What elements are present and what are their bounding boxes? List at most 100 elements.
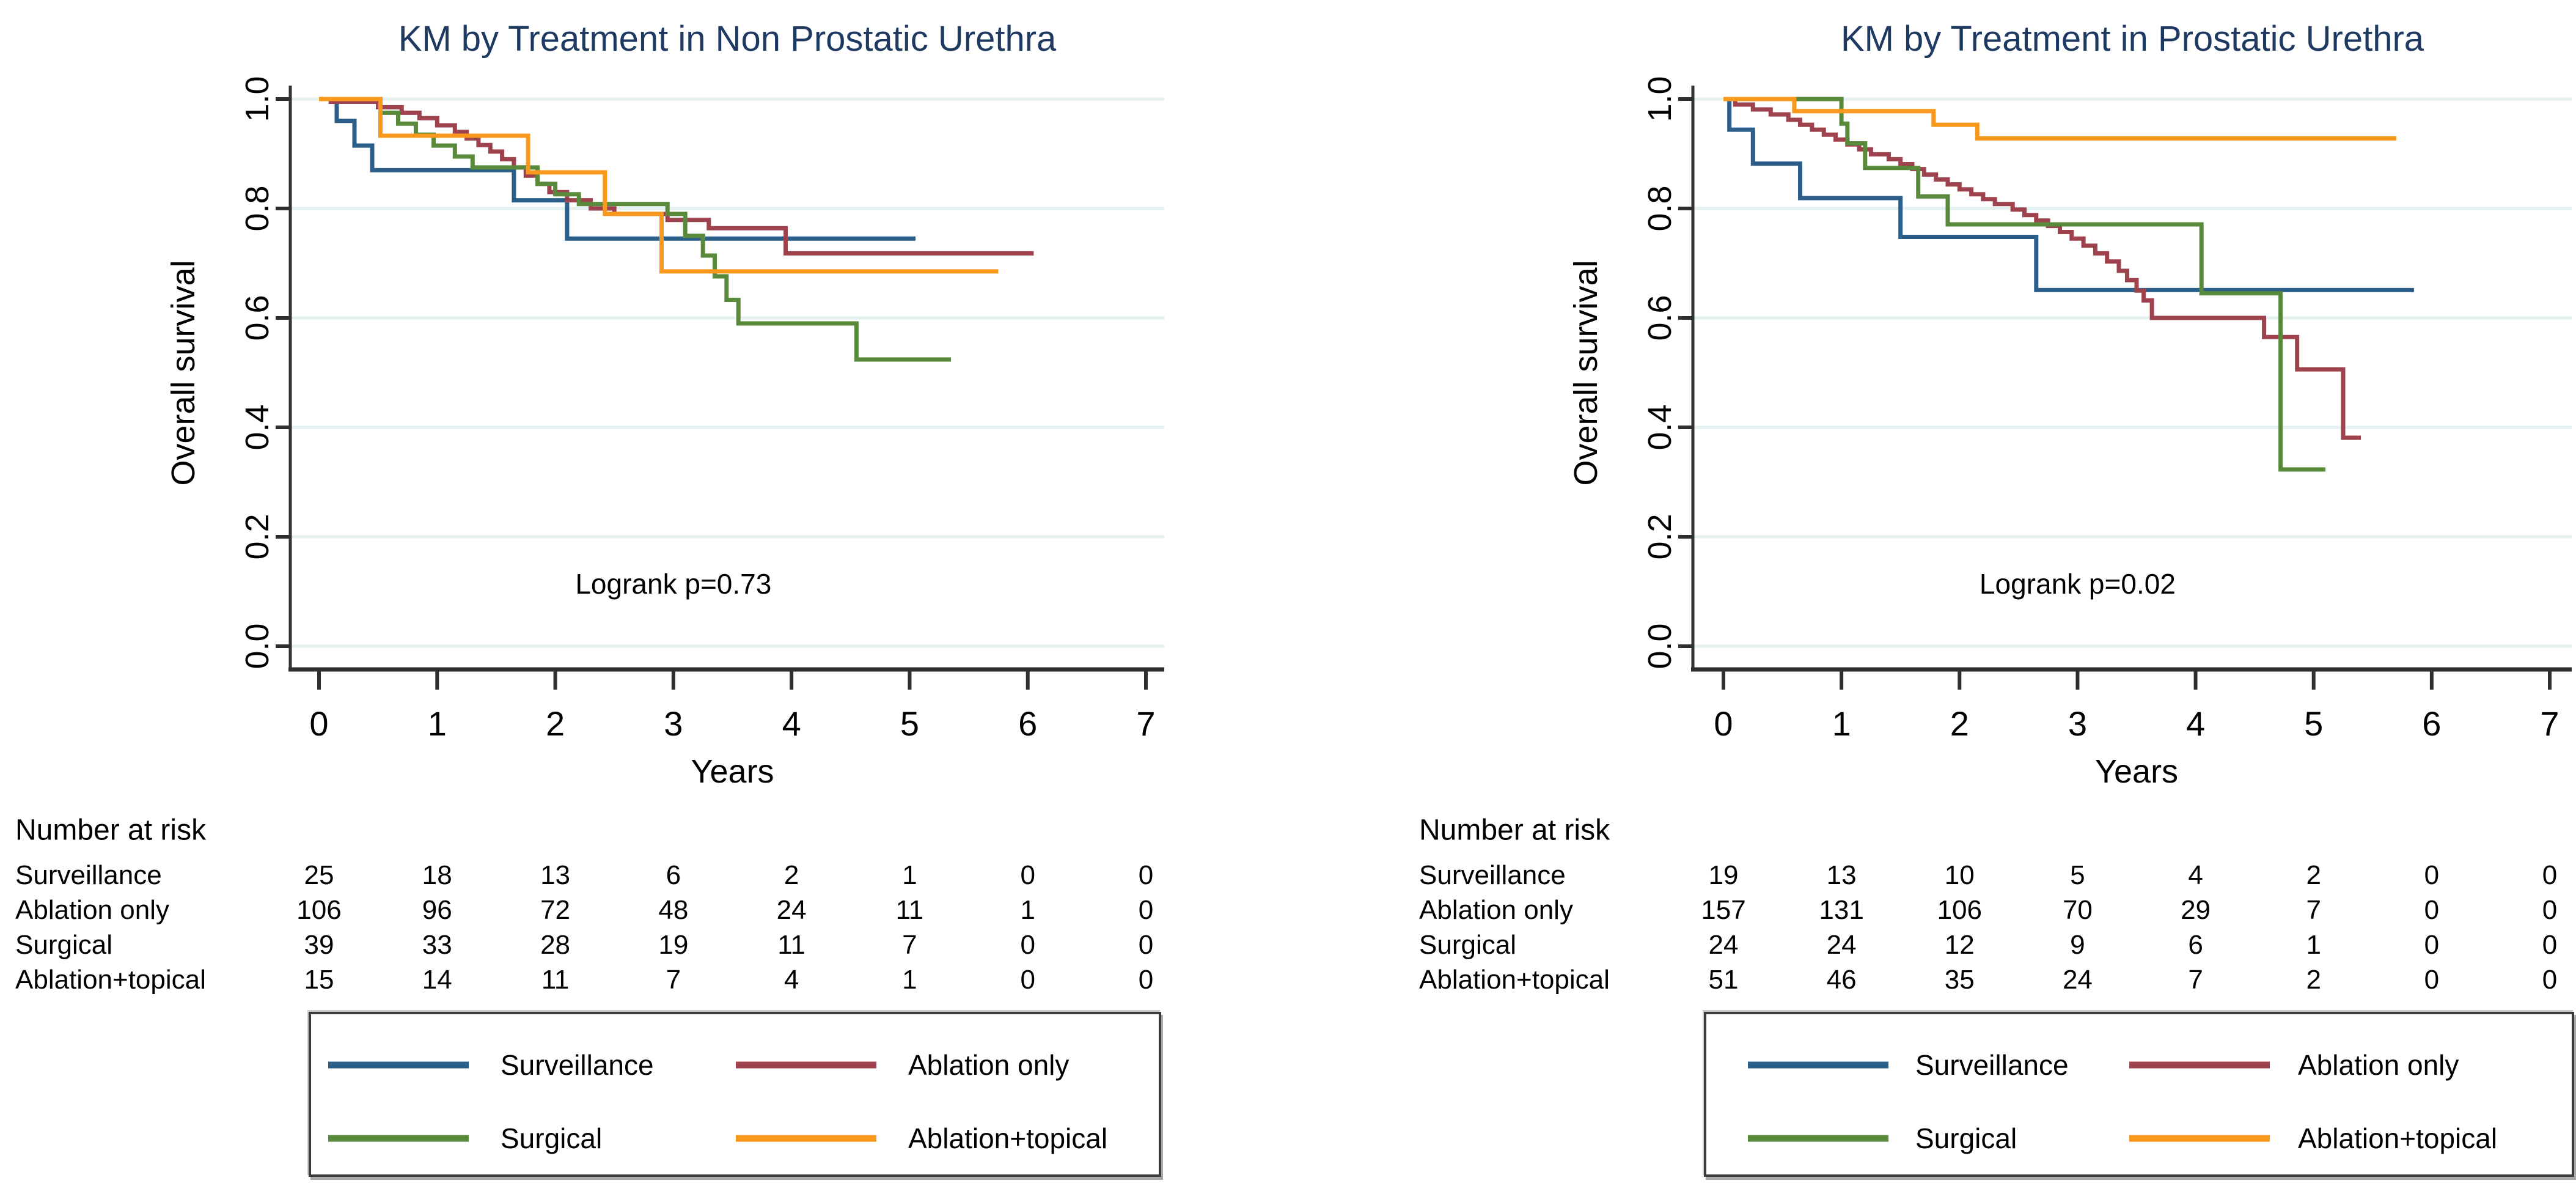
risk-count: 25 [304, 860, 334, 890]
x-tick-label: 4 [2186, 704, 2205, 743]
x-tick-label: 6 [1018, 704, 1037, 743]
risk-row-label-ablation-only: Ablation only [1419, 895, 1573, 925]
x-tick-label: 5 [900, 704, 919, 743]
risk-row-label-surveillance: Surveillance [15, 860, 162, 890]
risk-row-label-ablation-topical: Ablation+topical [15, 965, 206, 995]
risk-count: 0 [2542, 895, 2558, 925]
panel-prostatic: 0.0 0.2 0.4 0.6 0.8 1.0 0 1 2 3 4 5 6 7 KM by Treatme… [1288, 0, 2576, 1183]
panel-non-prostatic: 0.0 0.2 0.4 0.6 0.8 1.0 0 1 2 3 4 5 6 7 KM by Treatme… [15, 19, 1164, 1177]
chart-title: KM by Treatment in Non Prostatic Urethra [398, 19, 1057, 59]
legend-label-ablation-only: Ablation only [2298, 1049, 2459, 1081]
y-tick-label: 0.0 [239, 623, 276, 669]
risk-count: 0 [1138, 860, 1154, 890]
legend-swatch-surgical [1748, 1135, 1888, 1142]
risk-count: 106 [1937, 895, 1982, 925]
risk-count: 10 [1944, 860, 1975, 890]
risk-count: 5 [2070, 860, 2085, 890]
risk-row-label-ablation-only: Ablation only [15, 895, 169, 925]
risk-count: 0 [2542, 860, 2558, 890]
x-axis-label: Years [2094, 753, 2179, 790]
risk-count: 72 [540, 895, 571, 925]
risk-row-label-ablation-topical: Ablation+topical [1419, 965, 1610, 995]
risk-count: 35 [1944, 965, 1975, 995]
risk-count: 48 [658, 895, 689, 925]
risk-table-header: Number at risk [15, 814, 207, 847]
y-axis-label: Overall survival [165, 259, 202, 486]
risk-count: 1 [1020, 895, 1035, 925]
risk-count: 39 [304, 930, 334, 960]
risk-count: 0 [1020, 860, 1035, 890]
risk-count: 0 [2542, 930, 2558, 960]
y-tick-label: 0.4 [239, 404, 276, 450]
risk-count: 13 [540, 860, 571, 890]
x-tick-label: 1 [1832, 704, 1851, 743]
risk-count: 0 [1020, 930, 1035, 960]
legend-box: Surveillance Ablation only Surgical Abla… [1704, 1012, 2574, 1177]
x-tick-label: 7 [2540, 704, 2559, 743]
x-tick-label: 2 [546, 704, 565, 743]
risk-count: 1 [902, 965, 917, 995]
risk-count: 46 [1826, 965, 1857, 995]
risk-count: 15 [304, 965, 334, 995]
km-curve-surveillance [319, 97, 916, 241]
risk-count: 29 [2181, 895, 2211, 925]
risk-row-label-surveillance: Surveillance [1419, 860, 1566, 890]
risk-count: 1 [2306, 930, 2321, 960]
risk-count: 24 [776, 895, 807, 925]
y-tick-label: 1.0 [239, 76, 276, 122]
risk-count: 7 [2306, 895, 2321, 925]
x-tick-label: 4 [782, 704, 801, 743]
risk-count: 2 [2306, 860, 2321, 890]
risk-count: 96 [422, 895, 452, 925]
risk-count: 7 [666, 965, 681, 995]
x-axis-label: Years [691, 753, 774, 790]
y-tick-label: 0.2 [239, 514, 276, 559]
km-plot-non-prostatic: 0.0 0.2 0.4 0.6 0.8 1.0 0 1 2 3 4 5 6 7 [239, 76, 1164, 743]
risk-count: 7 [902, 930, 917, 960]
risk-count: 33 [422, 930, 452, 960]
x-tick-label: 2 [1950, 704, 1969, 743]
risk-count: 106 [296, 895, 342, 925]
risk-count: 0 [2424, 860, 2440, 890]
legend-box: Surveillance Ablation only Surgical Abla… [309, 1012, 1161, 1177]
risk-count: 0 [2424, 895, 2440, 925]
risk-count: 9 [2070, 930, 2085, 960]
km-curve-ablation-only [1723, 97, 2361, 440]
risk-count: 1 [902, 860, 917, 890]
risk-count: 13 [1826, 860, 1857, 890]
risk-count: 2 [783, 860, 799, 890]
legend-swatch-surveillance [328, 1061, 469, 1069]
x-tick-label: 0 [1714, 704, 1733, 743]
risk-count: 18 [422, 860, 452, 890]
x-tick-label: 0 [309, 704, 328, 743]
legend-swatch-ablation-only [2129, 1061, 2270, 1069]
risk-count: 24 [1708, 930, 1739, 960]
logrank-annotation: Logrank p=0.02 [1979, 568, 2176, 600]
risk-count: 0 [2424, 965, 2440, 995]
risk-count: 0 [2542, 965, 2558, 995]
km-plot-prostatic: 0.0 0.2 0.4 0.6 0.8 1.0 0 1 2 3 4 5 6 7 [1642, 76, 2572, 743]
x-tick-label: 3 [2068, 704, 2087, 743]
x-tick-label: 7 [1136, 704, 1155, 743]
x-tick-label: 1 [428, 704, 447, 743]
risk-count: 7 [2188, 965, 2203, 995]
risk-count: 11 [541, 965, 570, 995]
legend-label-ablation-topical: Ablation+topical [2298, 1122, 2498, 1154]
x-tick-label: 5 [2304, 704, 2323, 743]
risk-count: 0 [1138, 895, 1154, 925]
risk-count: 24 [2062, 965, 2093, 995]
y-tick-label: 1.0 [1642, 76, 1678, 122]
chart-title: KM by Treatment in Prostatic Urethra [1840, 19, 2424, 59]
risk-row-label-surgical: Surgical [1419, 930, 1516, 960]
legend-label-surveillance: Surveillance [1915, 1049, 2069, 1081]
km-curve-surveillance [1723, 97, 2414, 292]
risk-count: 6 [666, 860, 681, 890]
legend-swatch-ablation-topical [2129, 1135, 2270, 1142]
km-curve-surgical [319, 97, 952, 362]
legend-swatch-surgical [328, 1135, 469, 1142]
legend-label-ablation-topical: Ablation+topical [908, 1122, 1108, 1154]
risk-count: 0 [1020, 965, 1035, 995]
risk-count: 11 [777, 930, 805, 960]
legend-label-surveillance: Surveillance [501, 1049, 654, 1081]
